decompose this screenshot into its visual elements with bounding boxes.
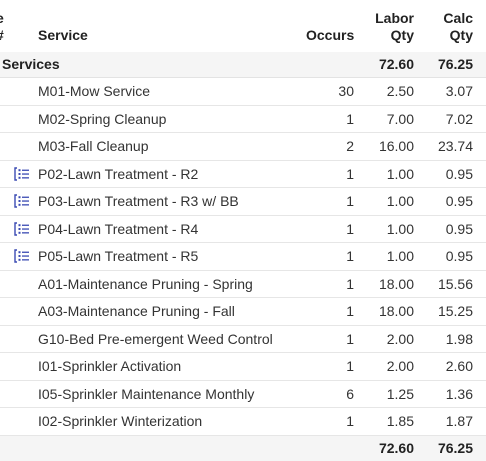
group-calc-total: 76.25	[437, 56, 473, 72]
column-header-calc-line1[interactable]: Calc	[443, 10, 473, 26]
cell-occurs: 1	[346, 193, 354, 209]
cell-calc-qty: 3.07	[445, 83, 473, 99]
table-row[interactable]: I01-Sprinkler Activation 1 2.00 2.60	[0, 353, 486, 381]
list-icon[interactable]	[14, 166, 30, 181]
column-header-cut-line1: e	[0, 10, 4, 27]
table-row[interactable]: I02-Sprinkler Winterization 1 1.85 1.87	[0, 408, 486, 436]
table-row[interactable]: M01-Mow Service 30 2.50 3.07	[0, 78, 486, 106]
cell-occurs: 1	[346, 358, 354, 374]
cell-calc-qty: 1.98	[445, 330, 473, 347]
cell-occurs: 2	[346, 138, 354, 154]
table-body: M01-Mow Service 30 2.50 3.07 M02-Spring Clea…	[0, 78, 486, 436]
table-row[interactable]: P05-Lawn Treatment - R5 1 1.00 0.95	[0, 243, 486, 271]
column-header-labor-line1[interactable]: Labor	[375, 10, 414, 26]
cell-service: P05-Lawn Treatment - R5	[38, 248, 199, 264]
cell-calc-qty: 1.36	[445, 385, 473, 402]
cell-service: I01-Sprinkler Activation	[38, 358, 182, 374]
cell-service: M03-Fall Cleanup	[38, 138, 149, 154]
cell-service: M02-Spring Cleanup	[38, 110, 167, 127]
cell-labor-qty: 1.00	[386, 248, 414, 264]
table-row[interactable]: M02-Spring Cleanup 1 7.00 7.02	[0, 106, 486, 133]
cell-calc-qty: 15.56	[437, 275, 473, 292]
cell-occurs: 6	[346, 385, 354, 402]
cell-service: I05-Sprinkler Maintenance Monthly	[38, 385, 255, 402]
cell-service: P03-Lawn Treatment - R3 w/ BB	[38, 193, 239, 209]
cell-occurs: 1	[346, 303, 354, 319]
cell-service: P02-Lawn Treatment - R2	[38, 165, 199, 182]
table-row[interactable]: G10-Bed Pre-emergent Weed Control 1 2.00 1.…	[0, 326, 486, 353]
column-header-cut-line2: #	[0, 27, 4, 44]
cell-calc-qty: 2.60	[445, 358, 473, 374]
list-icon[interactable]	[14, 194, 30, 208]
cell-occurs: 1	[346, 110, 354, 127]
table-row[interactable]: P03-Lawn Treatment - R3 w/ BB 1 1.00 0.95	[0, 188, 486, 216]
cell-labor-qty: 2.50	[386, 83, 414, 99]
cell-service: A03-Maintenance Pruning - Fall	[38, 303, 235, 319]
cell-occurs: 1	[346, 413, 354, 429]
cell-occurs: 30	[338, 83, 354, 99]
cell-service: M01-Mow Service	[38, 83, 151, 99]
group-row-services[interactable]: Services 72.60 76.25	[0, 52, 486, 78]
table-header: e # Service Occurs Labor Qty Calc Qty	[0, 0, 486, 53]
table-row[interactable]: P04-Lawn Treatment - R4 1 1.00 0.95	[0, 216, 486, 243]
cell-occurs: 1	[346, 248, 354, 264]
cell-labor-qty: 2.00	[386, 330, 414, 347]
list-icon[interactable]	[14, 249, 30, 263]
table-footer: 72.60 76.25	[0, 436, 486, 461]
cell-labor-qty: 7.00	[386, 110, 414, 127]
group-labor-total: 72.60	[378, 56, 414, 72]
cell-labor-qty: 1.85	[386, 413, 414, 429]
cell-occurs: 1	[346, 330, 354, 347]
footer-labor-total: 72.60	[378, 440, 414, 456]
group-name: Services	[2, 56, 60, 72]
cell-calc-qty: 1.87	[445, 413, 473, 429]
cell-service: P04-Lawn Treatment - R4	[38, 220, 199, 237]
list-icon[interactable]	[14, 221, 30, 236]
cell-occurs: 1	[346, 220, 354, 237]
table-row[interactable]: M03-Fall Cleanup 2 16.00 23.74	[0, 133, 486, 161]
cell-calc-qty: 15.25	[437, 303, 473, 319]
cell-calc-qty: 0.95	[445, 193, 473, 209]
cell-labor-qty: 18.00	[378, 303, 414, 319]
cell-calc-qty: 0.95	[445, 165, 473, 182]
cell-labor-qty: 1.00	[386, 220, 414, 237]
cell-service: A01-Maintenance Pruning - Spring	[38, 275, 253, 292]
table-row[interactable]: P02-Lawn Treatment - R2 1 1.00 0.95	[0, 161, 486, 188]
cell-labor-qty: 1.00	[386, 165, 414, 182]
cell-labor-qty: 16.00	[378, 138, 414, 154]
cell-labor-qty: 18.00	[378, 275, 414, 292]
cell-calc-qty: 0.95	[445, 248, 473, 264]
table-row[interactable]: A03-Maintenance Pruning - Fall 1 18.00 15.2…	[0, 298, 486, 326]
cell-labor-qty: 2.00	[386, 358, 414, 374]
table-row[interactable]: I05-Sprinkler Maintenance Monthly 6 1.25 1.…	[0, 381, 486, 408]
cell-service: G10-Bed Pre-emergent Weed Control	[38, 330, 273, 347]
cell-labor-qty: 1.25	[386, 385, 414, 402]
cell-labor-qty: 1.00	[386, 193, 414, 209]
table-row[interactable]: A01-Maintenance Pruning - Spring 1 18.00 15…	[0, 271, 486, 298]
cell-service: I02-Sprinkler Winterization	[38, 413, 203, 429]
column-header-calc-line2[interactable]: Qty	[449, 27, 473, 43]
column-header-service[interactable]: Service	[38, 27, 88, 43]
column-header-labor-line2[interactable]: Qty	[390, 27, 414, 43]
cell-occurs: 1	[346, 275, 354, 292]
footer-calc-total: 76.25	[437, 440, 473, 456]
cell-calc-qty: 7.02	[445, 110, 473, 127]
column-header-occurs[interactable]: Occurs	[306, 27, 355, 43]
cell-occurs: 1	[346, 165, 354, 182]
cell-calc-qty: 23.74	[437, 138, 473, 154]
cell-calc-qty: 0.95	[445, 220, 473, 237]
